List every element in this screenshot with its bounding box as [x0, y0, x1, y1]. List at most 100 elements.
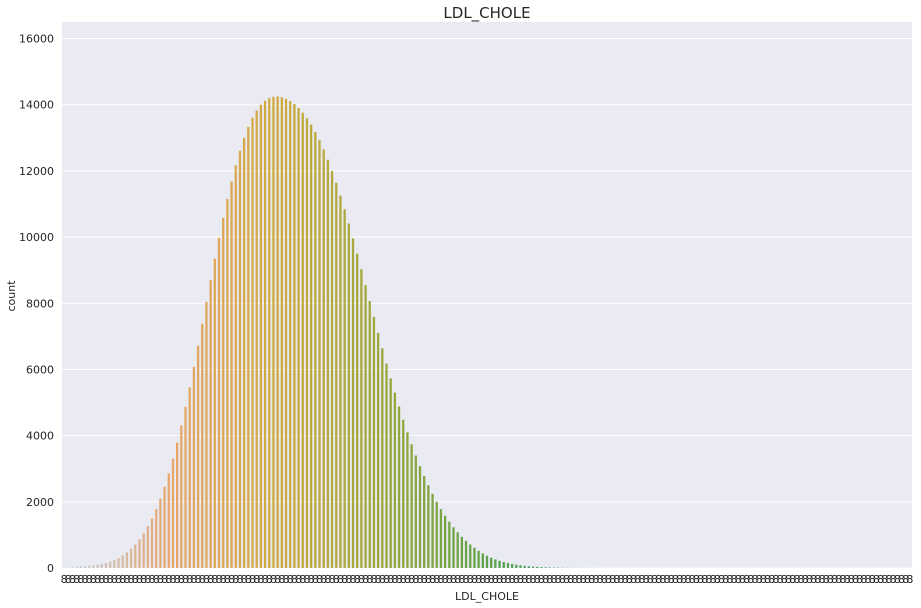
bar: [490, 557, 493, 568]
x-tick-label: 8: [664, 573, 671, 586]
x-tick-label: 8: [178, 573, 185, 586]
x-tick-label: 8: [144, 573, 151, 586]
x-tick-label: 8: [873, 573, 880, 586]
bar: [280, 97, 283, 569]
x-tick-label: 8: [827, 573, 834, 586]
bar: [460, 536, 464, 568]
x-tick-label: 8: [722, 573, 729, 586]
x-tick-label: 8: [597, 573, 604, 586]
x-axis-label: LDL_CHOLE: [455, 590, 519, 603]
x-tick-label: 8: [308, 573, 315, 586]
x-tick-label: 8: [190, 573, 197, 586]
x-tick-label: 8: [504, 573, 511, 586]
x-tick-label: 8: [877, 573, 884, 586]
bar: [255, 110, 258, 568]
x-tick-label: 8: [898, 573, 905, 586]
x-tick-label: 8: [617, 573, 624, 586]
x-tick-label: 8: [835, 573, 842, 586]
bar: [213, 258, 216, 568]
x-tick-label: 8: [86, 573, 93, 586]
x-tick-label: 8: [287, 573, 294, 586]
x-tick-label: 8: [65, 573, 72, 586]
x-tick-label: 8: [463, 573, 470, 586]
bar: [330, 170, 334, 568]
x-tick-label: 8: [592, 573, 599, 586]
x-tick-label: 8: [726, 573, 733, 586]
bar: [71, 567, 74, 568]
bar: [75, 566, 78, 568]
bar: [314, 131, 317, 569]
x-tick-label: 8: [655, 573, 662, 586]
x-tick-label: 8: [638, 573, 645, 586]
bar: [209, 280, 212, 568]
bar: [519, 565, 522, 568]
bar: [335, 182, 338, 568]
bar: [205, 301, 208, 568]
x-tick-label: 8: [869, 573, 876, 586]
x-tick-label: 8: [701, 573, 708, 586]
bar: [242, 137, 246, 568]
x-tick-label: 8: [818, 573, 825, 586]
x-tick-label: 8: [563, 573, 570, 586]
x-tick-label: 8: [216, 573, 223, 586]
bar: [201, 323, 204, 568]
x-tick-label: 8: [814, 573, 821, 586]
bar: [427, 485, 430, 568]
x-tick-label: 8: [421, 573, 428, 586]
x-tick-label: 8: [684, 573, 691, 586]
x-tick-label: 8: [186, 573, 193, 586]
bar: [138, 539, 141, 568]
x-tick-label: 8: [408, 573, 415, 586]
bar: [196, 345, 200, 568]
x-tick-label: 8: [149, 573, 156, 586]
x-tick-label: 8: [571, 573, 578, 586]
x-tick-label: 8: [283, 573, 290, 586]
bar: [347, 223, 350, 568]
bar: [402, 419, 405, 568]
x-tick-label: 8: [98, 573, 105, 586]
x-tick-label: 8: [94, 573, 101, 586]
bar: [167, 473, 170, 568]
bar: [414, 455, 417, 568]
bar: [309, 124, 313, 568]
x-tick-label: 8: [626, 573, 633, 586]
x-tick-label: 8: [249, 573, 256, 586]
x-tick-label: 8: [735, 573, 742, 586]
bar: [125, 552, 129, 568]
x-tick-label: 8: [299, 573, 306, 586]
bar: [515, 564, 518, 568]
x-tick-label: 8: [341, 573, 348, 586]
bar: [376, 332, 380, 568]
x-tick-label: 8: [324, 573, 331, 586]
bar: [473, 547, 476, 568]
x-tick-label: 8: [400, 573, 407, 586]
bar: [485, 555, 489, 568]
x-tick-label: 8: [601, 573, 608, 586]
x-tick-label: 8: [291, 573, 298, 586]
x-tick-label: 8: [446, 573, 453, 586]
x-tick-label: 8: [647, 573, 654, 586]
x-tick-label: 8: [530, 573, 537, 586]
bar: [150, 518, 154, 568]
x-tick-label: 8: [119, 573, 126, 586]
x-tick-label: 8: [718, 573, 725, 586]
bar: [289, 101, 292, 568]
x-tick-label: 8: [270, 573, 277, 586]
x-tick-label: 8: [358, 573, 365, 586]
bar: [506, 563, 510, 568]
x-tick-label: 8: [425, 573, 432, 586]
x-tick-label: 8: [153, 573, 160, 586]
x-tick-label: 8: [182, 573, 189, 586]
bar: [121, 555, 124, 568]
x-tick-label: 8: [262, 573, 269, 586]
x-tick-label: 8: [412, 573, 419, 586]
bar: [536, 566, 539, 568]
bar: [418, 466, 422, 568]
x-tick-label: 8: [605, 573, 612, 586]
x-tick-label: 8: [157, 573, 164, 586]
x-tick-label: 8: [115, 573, 122, 586]
bar: [477, 550, 480, 568]
x-tick-label: 8: [366, 573, 373, 586]
x-tick-label: 8: [538, 573, 545, 586]
bar: [104, 563, 108, 568]
